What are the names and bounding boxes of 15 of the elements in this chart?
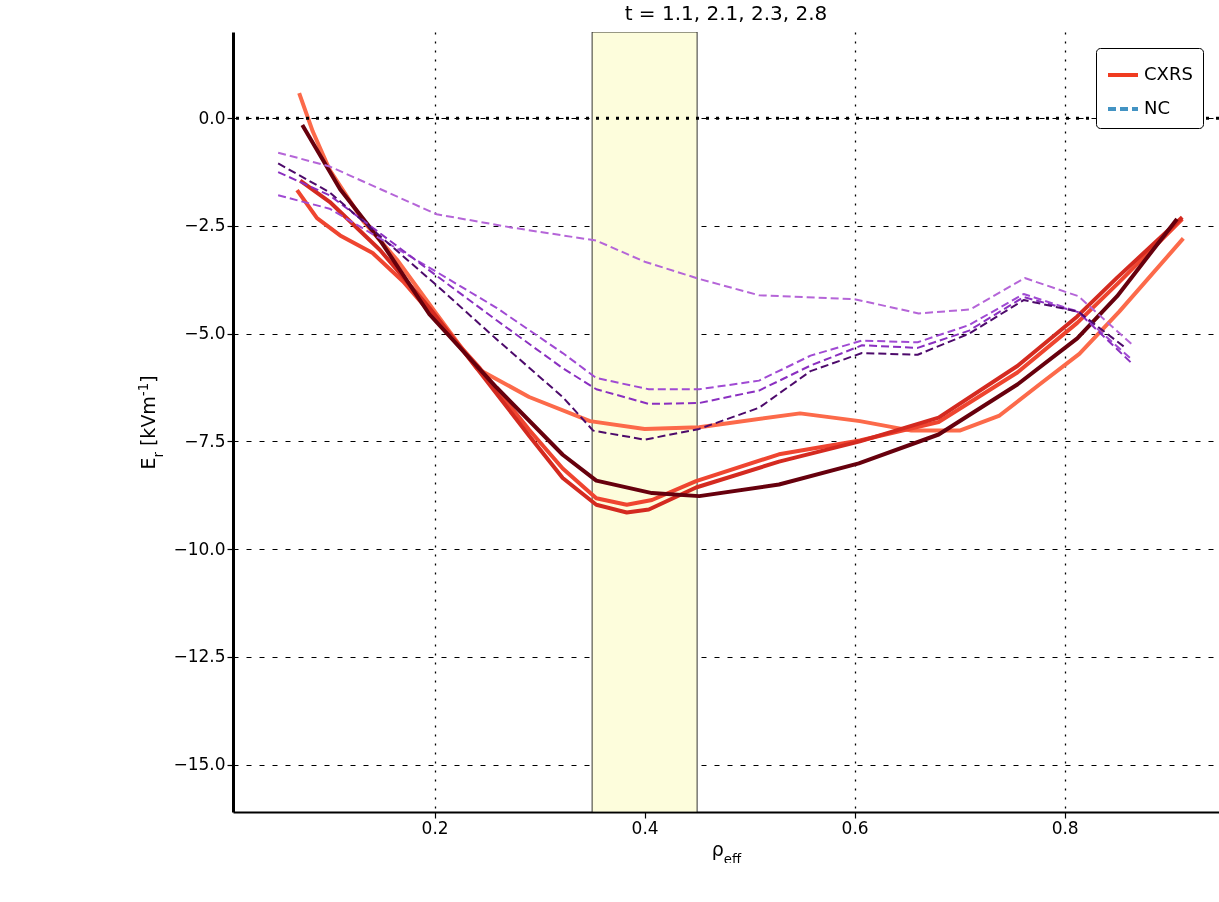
y-tick-label: −2.5 [184, 215, 226, 236]
y-tick-label: −5.0 [184, 323, 226, 344]
x-tick-label: 0.4 [631, 817, 659, 838]
y-tick-label: 0.0 [198, 107, 226, 128]
legend-label: NC [1144, 97, 1171, 118]
y-tick-label: −15.0 [173, 754, 226, 775]
x-axis-title: ρ$_{eff}$ [711, 837, 743, 866]
x-tick-label: 0.8 [1051, 817, 1079, 838]
y-tick-label: −7.5 [184, 430, 226, 451]
legend-label: CXRS [1144, 63, 1193, 84]
y-tick-label: −10.0 [173, 538, 226, 559]
y-tick-label: −12.5 [173, 646, 226, 667]
x-tick-label: 0.2 [421, 817, 449, 838]
x-tick-label: 0.6 [841, 817, 869, 838]
chart-title: t = 1.1, 2.1, 2.3, 2.8 [624, 1, 828, 25]
